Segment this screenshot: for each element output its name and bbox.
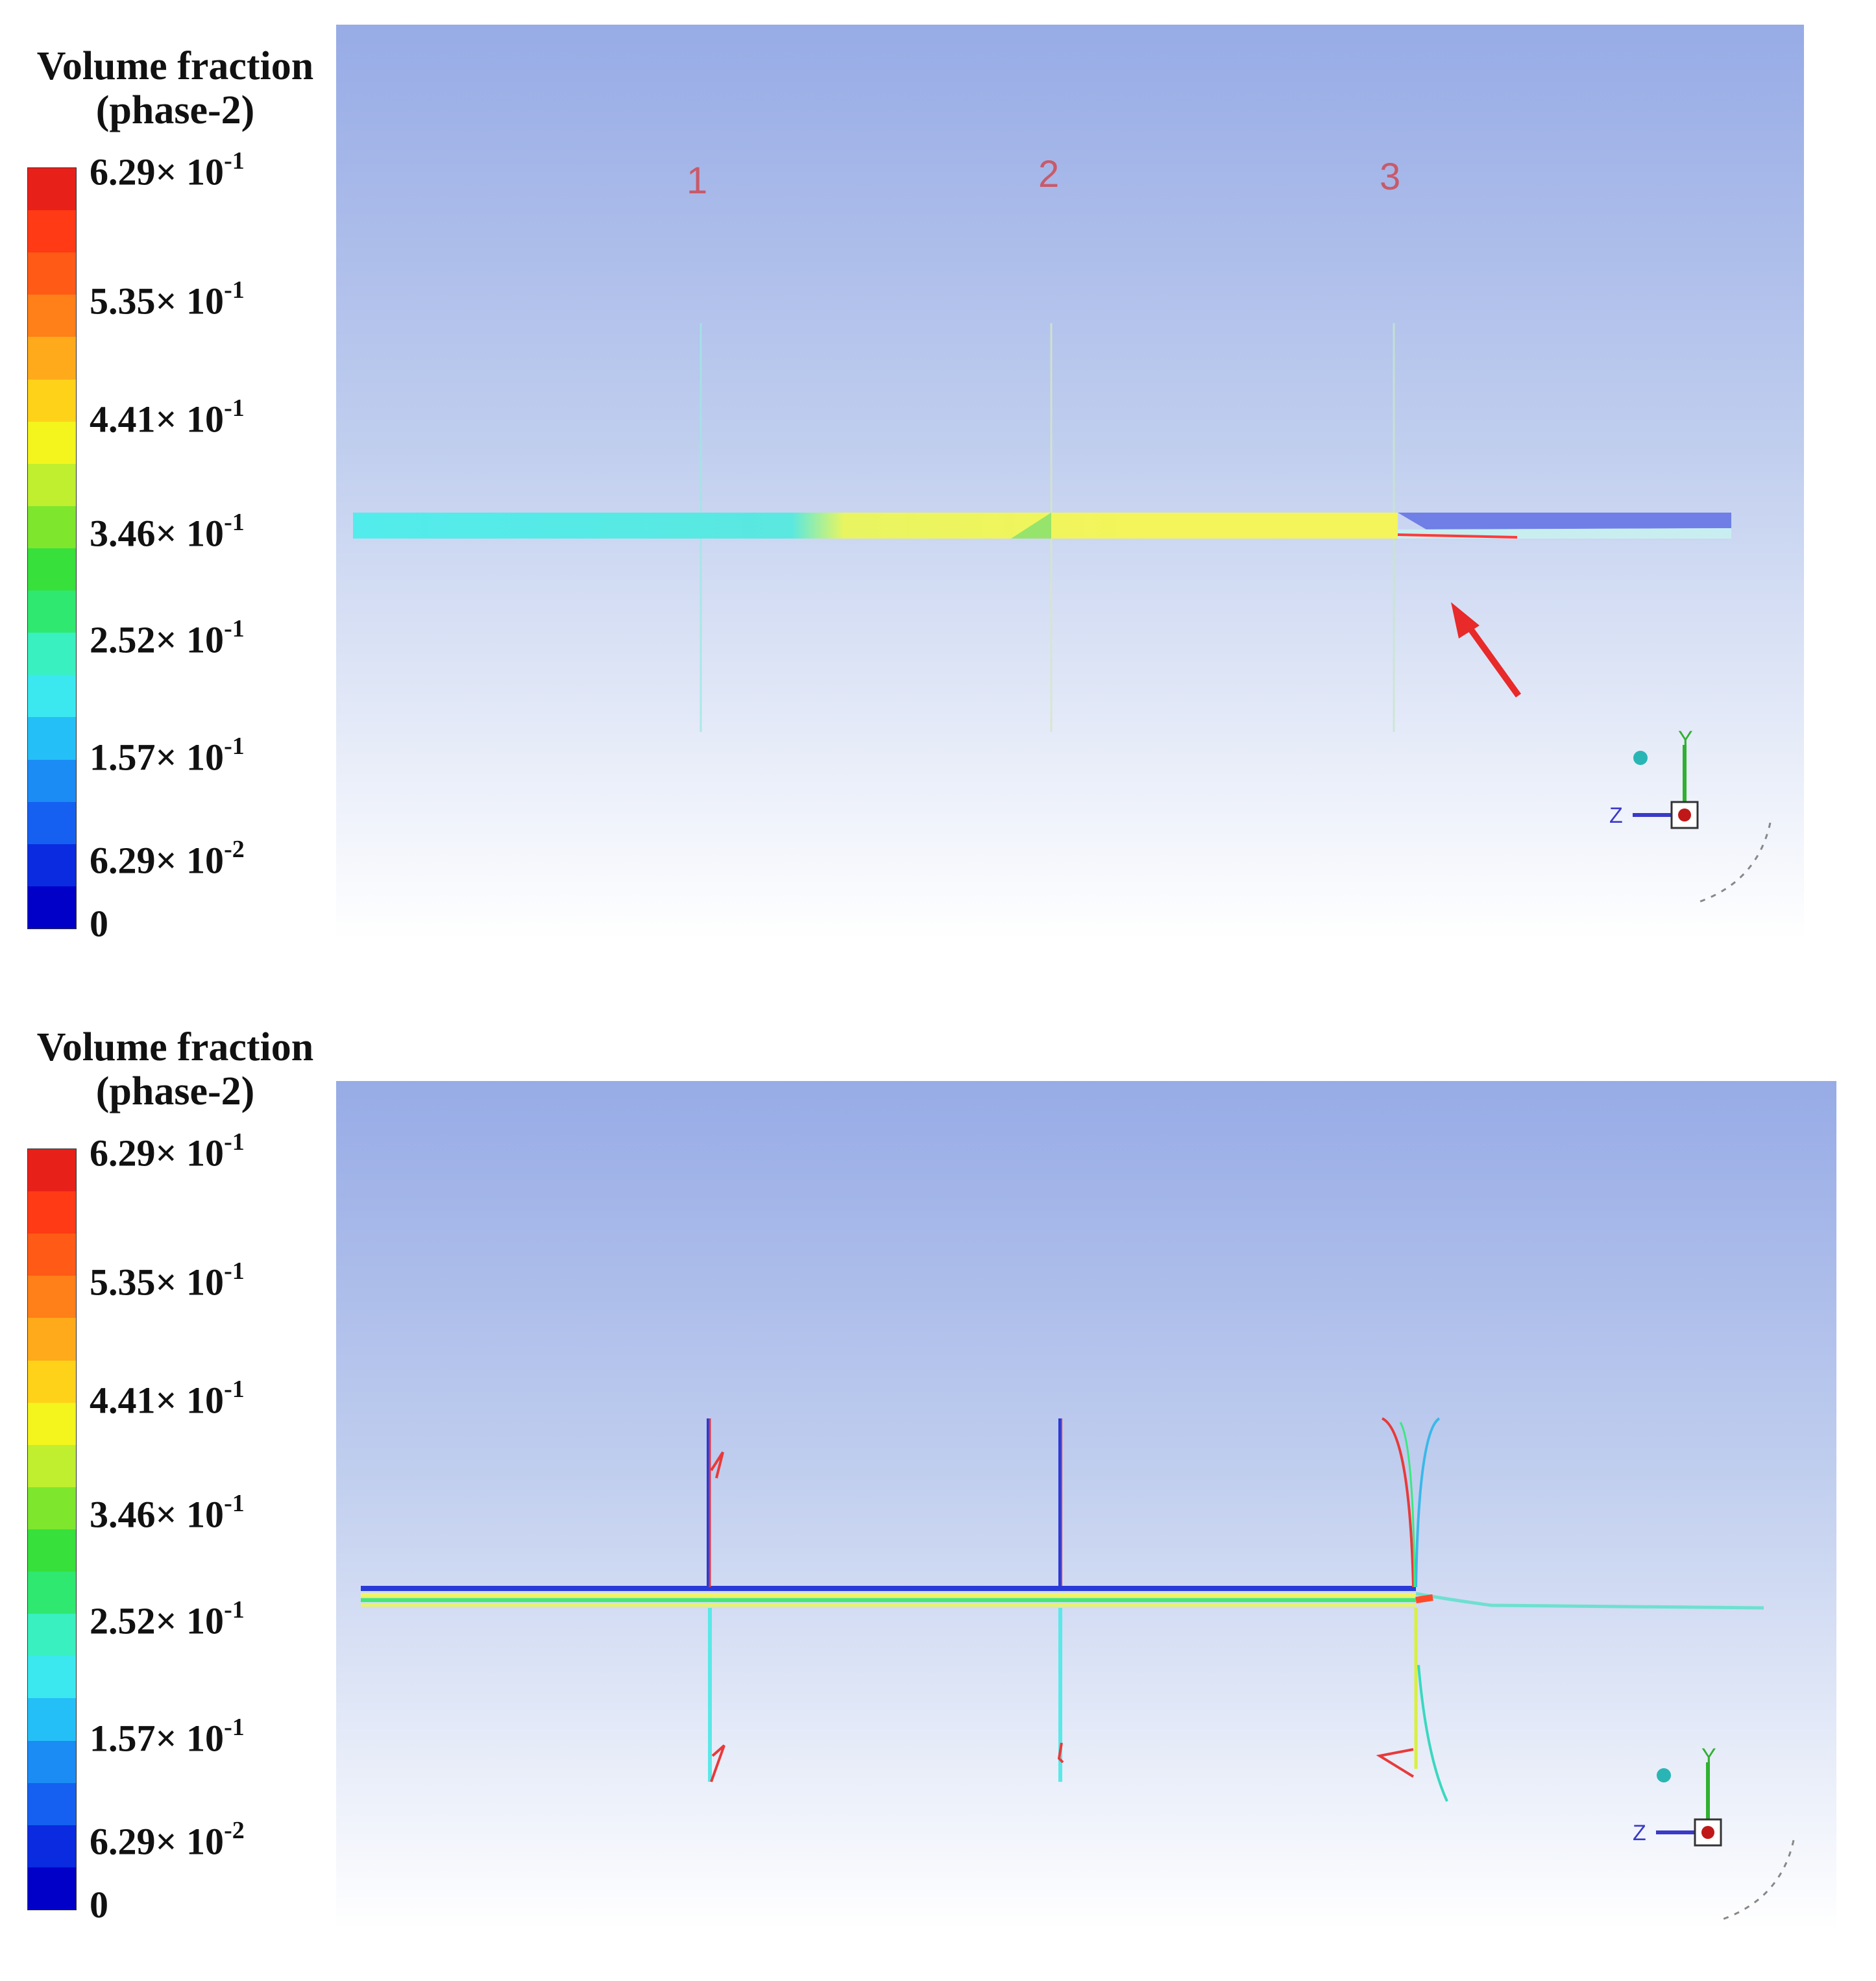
colorbar-tick-label: 4.41× 10-1: [90, 1375, 245, 1422]
colorbar-segment: [28, 675, 76, 718]
colorbar-tick-label: 0: [90, 1884, 108, 1926]
colorbar-segment: [28, 421, 76, 464]
colorbar-segment: [28, 463, 76, 506]
legend-title: Volume fraction (phase-2): [19, 1025, 331, 1113]
colorbar-tick-label: 5.35× 10-1: [90, 276, 245, 322]
branch-2: [1057, 1418, 1064, 1782]
colorbar-segment: [28, 1782, 76, 1825]
outlet-red-streak: [1397, 533, 1518, 539]
pipe-flow-region: [353, 513, 1398, 539]
colorbar: [27, 167, 77, 929]
colorbar-tick-label: 5.35× 10-1: [90, 1258, 245, 1304]
colorbar-segment: [28, 717, 76, 760]
colorbar-segment: [28, 1614, 76, 1657]
colorbar-tick-label: 6.29× 10-2: [90, 835, 245, 881]
colorbar-segment: [28, 337, 76, 380]
colorbar-segment: [28, 505, 76, 548]
colorbar-segment: [28, 295, 76, 337]
viewport-background: [336, 25, 1804, 940]
transition-zone: [1011, 513, 1051, 539]
colorbar-tick-label: 6.29× 10-1: [90, 147, 245, 193]
contour-view: Y Z: [336, 1081, 1836, 1931]
colorbar-segment: [28, 1698, 76, 1741]
colorbar-segment: [28, 1572, 76, 1614]
colorbar-tick-label: 6.29× 10-1: [90, 1128, 245, 1174]
colorbar-segment: [28, 1191, 76, 1234]
colorbar-segment: [28, 844, 76, 886]
colorbar-segment: [28, 168, 76, 211]
axis-triad-icon: Y Z: [1609, 727, 1772, 903]
colorbar-segment: [28, 801, 76, 844]
colorbar-segment: [28, 1318, 76, 1361]
colorbar-tick-label: 0: [90, 903, 108, 945]
pipe-flow-region: [361, 1586, 1764, 1610]
contour-panel-top: 1 2 3 Y Z: [336, 25, 1804, 940]
outlet-low-fraction: [1398, 513, 1731, 529]
legend-title-line2: (phase-2): [95, 88, 255, 132]
viewport-background: [336, 1081, 1836, 1931]
colorbar-segment: [28, 1487, 76, 1529]
legend-title: Volume fraction (phase-2): [19, 44, 331, 132]
colorbar-segment: [28, 252, 76, 295]
branch-1: [707, 1418, 725, 1782]
colorbar-segment: [28, 633, 76, 675]
section-label-2: 2: [1038, 153, 1059, 195]
colorbar-segment: [28, 759, 76, 802]
colorbar-segment: [28, 590, 76, 633]
colorbar-segment: [28, 1656, 76, 1699]
contour-panel-bottom: Y Z: [336, 1081, 1836, 1931]
z-axis-label: Z: [1633, 1821, 1646, 1845]
colorbar-segment: [28, 1444, 76, 1487]
colorbar-segment: [28, 1529, 76, 1572]
colorbar-tick-label: 2.52× 10-1: [90, 614, 245, 661]
colorbar-segment: [28, 1149, 76, 1192]
branch-3: [1376, 1417, 1448, 1802]
colorbar-segment: [28, 1234, 76, 1276]
legend-title-line2: (phase-2): [95, 1069, 255, 1113]
y-axis-label: Y: [1701, 1744, 1716, 1769]
colorbar-segment: [28, 1276, 76, 1319]
z-axis-label: Z: [1609, 803, 1623, 828]
legend-title-line1: Volume fraction: [36, 44, 314, 88]
colorbar-segment: [28, 1867, 76, 1910]
legend-title-line1: Volume fraction: [36, 1025, 314, 1069]
colorbar-segment: [28, 210, 76, 253]
colorbar-segment: [28, 1740, 76, 1783]
colorbar-tick-label: 1.57× 10-1: [90, 733, 245, 779]
colorbar-tick-label: 4.41× 10-1: [90, 394, 245, 441]
section-label-1: 1: [687, 160, 707, 202]
colorbar-segment: [28, 886, 76, 929]
red-arrow-icon: [1451, 602, 1522, 698]
colorbar-segment: [28, 548, 76, 591]
colorbar-segment: [28, 1360, 76, 1403]
colorbar-tick-label: 3.46× 10-1: [90, 508, 245, 555]
colorbar-tick-label: 3.46× 10-1: [90, 1489, 245, 1536]
colorbar-tick-label: 2.52× 10-1: [90, 1596, 245, 1642]
section-label-3: 3: [1380, 156, 1400, 198]
y-axis-label: Y: [1678, 727, 1693, 751]
colorbar-segment: [28, 1825, 76, 1867]
colorbar: [27, 1148, 77, 1910]
axis-triad-icon: Y Z: [1633, 1744, 1795, 1921]
colorbar-tick-label: 1.57× 10-1: [90, 1714, 245, 1760]
colorbar-tick-label: 6.29× 10-2: [90, 1816, 245, 1862]
colorbar-segment: [28, 1402, 76, 1445]
contour-view: 1 2 3 Y Z: [336, 25, 1804, 940]
colorbar-segment: [28, 379, 76, 422]
